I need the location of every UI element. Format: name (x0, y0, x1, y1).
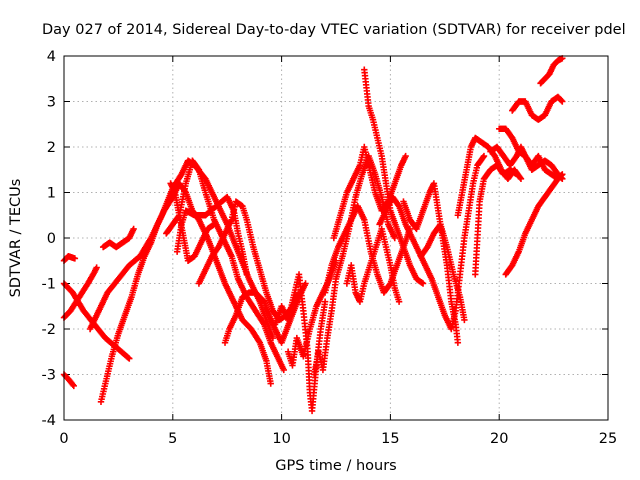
data-point (194, 165, 202, 172)
data-point (125, 354, 132, 361)
data-point (70, 382, 77, 390)
x-tick-label: 20 (490, 431, 508, 447)
data-point (210, 221, 218, 228)
data-point (559, 98, 566, 105)
series-track-29 (537, 55, 566, 87)
series-track-01 (60, 253, 79, 264)
data-point (419, 280, 427, 287)
data-point (93, 264, 100, 271)
data-point (391, 234, 398, 242)
y-tick-label: 2 (47, 140, 56, 156)
data-point (516, 174, 524, 181)
series-track-21 (400, 180, 462, 346)
series-track-10 (173, 193, 250, 278)
y-axis-label: SDTVAR / TECUs (8, 179, 24, 298)
series-track-27 (502, 171, 566, 278)
data-point (454, 339, 462, 346)
series-track-11 (195, 198, 303, 324)
data-point (513, 171, 520, 178)
x-tick-label: 25 (599, 431, 617, 447)
data-point (69, 381, 77, 388)
data-point (480, 152, 488, 160)
x-tick-label: 0 (59, 431, 68, 447)
series-track-07 (99, 225, 137, 251)
x-axis-label: GPS time / hours (275, 458, 396, 474)
x-tick-label: 15 (381, 431, 399, 447)
series-track-26 (496, 125, 566, 183)
series-track-19 (343, 225, 403, 305)
y-tick-label: -1 (42, 277, 56, 293)
y-tick-label: 4 (47, 49, 56, 65)
series-track-24 (472, 162, 520, 278)
plot-frame (63, 55, 609, 421)
y-tick-label: -2 (42, 322, 56, 338)
data-point (558, 172, 565, 179)
data-point (71, 255, 79, 262)
data-point (395, 298, 403, 305)
data-point (321, 298, 329, 305)
data-point (243, 271, 250, 278)
data-point (517, 175, 525, 183)
x-tick-label: 10 (272, 431, 290, 447)
x-tick-label: 5 (168, 431, 177, 447)
y-tick-label: 3 (47, 95, 56, 111)
series-track-14 (284, 257, 340, 369)
y-tick-label: -4 (42, 413, 56, 429)
data-point (558, 97, 565, 104)
series-track-04 (60, 371, 77, 390)
y-tick-label: -3 (42, 368, 56, 384)
data-point (130, 225, 137, 233)
series-track-03 (60, 264, 100, 321)
data-point (479, 154, 487, 161)
data-point (559, 171, 566, 178)
series-track-22 (417, 221, 468, 324)
data-point (461, 316, 468, 324)
data-point (267, 380, 274, 387)
data-markers (60, 55, 566, 415)
series-track-16 (330, 143, 409, 242)
chart-title: Day 027 of 2014, Sidereal Day-to-day VTE… (42, 22, 626, 38)
data-point (126, 355, 133, 362)
series-track-12 (221, 280, 309, 346)
series-track-17 (321, 202, 414, 296)
data-point (280, 366, 287, 374)
y-tick-label: 0 (47, 231, 56, 247)
series-track-18 (361, 66, 427, 287)
data-point (302, 280, 309, 287)
series-track-28 (509, 93, 566, 123)
data-point (402, 152, 409, 160)
y-tick-label: 1 (47, 186, 56, 202)
series-track-08 (163, 157, 287, 374)
tick-labels: 0 5 10 15 20 25 -4 -3 -2 -1 0 1 2 3 4 (42, 49, 618, 447)
